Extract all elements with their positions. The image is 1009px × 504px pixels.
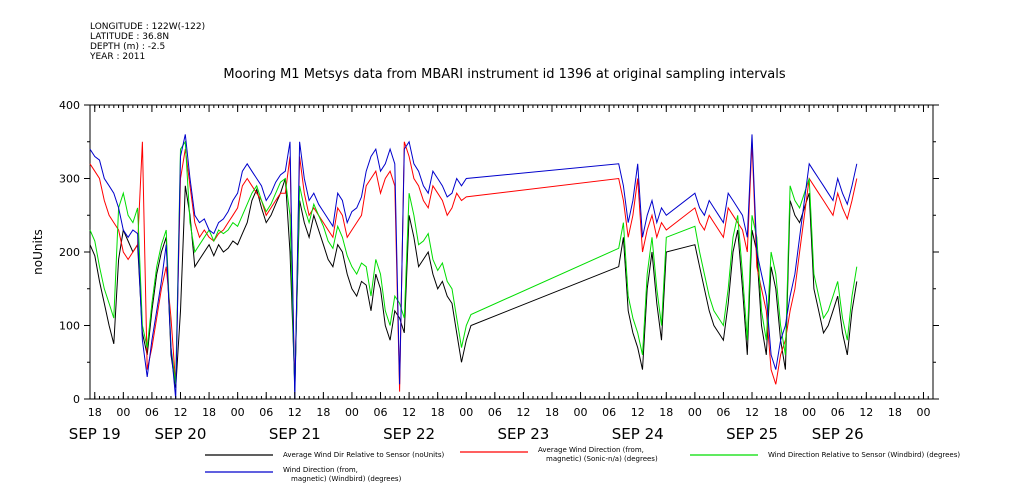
x-tick-label: 12 — [402, 406, 416, 419]
legend-label-line2: magnetic) (Windbird) (degrees) — [291, 475, 402, 483]
year-text: YEAR : 2011 — [90, 52, 146, 62]
x-tick-label: 12 — [173, 406, 187, 419]
x-tick-label: 18 — [202, 406, 216, 419]
legend-label: Wind Direction Relative to Sensor (Windb… — [768, 451, 960, 459]
x-tick-label: 18 — [659, 406, 673, 419]
x-tick-label: 00 — [116, 406, 130, 419]
y-tick-label: 400 — [59, 99, 80, 112]
x-tick-label: 12 — [631, 406, 645, 419]
x-tick-label: 18 — [431, 406, 445, 419]
metadata-block: LONGITUDE : 122W(-122) LATITUDE : 36.8N … — [90, 22, 205, 62]
x-tick-label: 06 — [716, 406, 730, 419]
x-tick-label: 12 — [288, 406, 302, 419]
date-label: SEP 23 — [497, 425, 549, 443]
x-tick-label: 06 — [374, 406, 388, 419]
x-tick-label: 18 — [545, 406, 559, 419]
y-tick-label: 200 — [59, 246, 80, 259]
x-tick-label: 18 — [774, 406, 788, 419]
x-tick-label: 00 — [345, 406, 359, 419]
date-label: SEP 25 — [726, 425, 778, 443]
x-tick-label: 00 — [688, 406, 702, 419]
y-axis-label: noUnits — [31, 229, 45, 275]
x-tick-label: 18 — [316, 406, 330, 419]
x-tick-label: 12 — [859, 406, 873, 419]
x-tick-label: 00 — [231, 406, 245, 419]
x-tick-label: 00 — [574, 406, 588, 419]
date-label: SEP 22 — [383, 425, 435, 443]
x-tick-label: 06 — [831, 406, 845, 419]
plot-frame — [89, 104, 934, 400]
x-tick-label: 00 — [459, 406, 473, 419]
date-label: SEP 26 — [812, 425, 864, 443]
x-tick-label: 06 — [488, 406, 502, 419]
depth-text: DEPTH (m) : -2.5 — [90, 42, 166, 52]
x-tick-label: 18 — [888, 406, 902, 419]
x-tick-label: 06 — [602, 406, 616, 419]
x-tick-label: 00 — [802, 406, 816, 419]
x-tick-label: 18 — [88, 406, 102, 419]
y-tick-label: 0 — [73, 393, 80, 406]
longitude-text: LONGITUDE : 122W(-122) — [90, 22, 206, 32]
date-label: SEP 24 — [612, 425, 664, 443]
date-label: SEP 19 — [69, 425, 121, 443]
x-tick-label: 00 — [916, 406, 930, 419]
x-tick-label: 06 — [259, 406, 273, 419]
legend-label: Wind Direction (from, — [283, 466, 358, 474]
series-line-3 — [89, 140, 858, 392]
y-tick-label: 100 — [59, 320, 80, 333]
y-tick-label: 300 — [59, 173, 80, 186]
x-tick-label: 06 — [145, 406, 159, 419]
date-label: SEP 20 — [155, 425, 207, 443]
series-line-2 — [89, 141, 858, 392]
date-label: SEP 21 — [269, 425, 321, 443]
latitude-text: LATITUDE : 36.8N — [90, 32, 170, 42]
x-tick-label: 12 — [516, 406, 530, 419]
chart-title: Mooring M1 Metsys data from MBARI instru… — [223, 67, 786, 82]
series-line-1 — [89, 178, 858, 389]
series-line-4 — [89, 134, 858, 400]
x-tick-label: 12 — [745, 406, 759, 419]
legend-label: Average Wind Direction (from, — [538, 446, 644, 454]
legend-label: Average Wind Dir Relative to Sensor (noU… — [283, 451, 444, 459]
legend-label-line2: magnetic) (Sonic-n/a) (degrees) — [546, 455, 658, 463]
